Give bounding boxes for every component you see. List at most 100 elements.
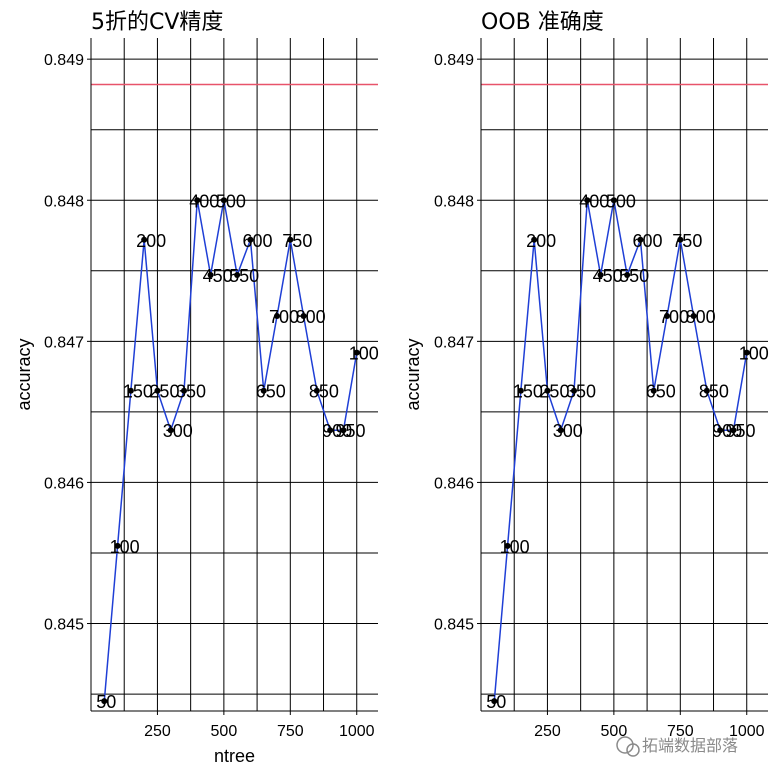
x-axis-label: ntree <box>214 746 255 766</box>
x-tick-label: 250 <box>534 723 561 740</box>
data-point <box>220 197 227 204</box>
y-tick-label: 0.845 <box>434 617 474 634</box>
data-label: 350 <box>176 382 206 402</box>
data-point <box>650 387 657 394</box>
data-point <box>260 387 267 394</box>
data-point <box>234 272 241 279</box>
data-label: 250 <box>149 382 179 402</box>
x-tick-label: 250 <box>144 723 171 740</box>
watermark-text: 拓端数据部落 <box>642 737 738 755</box>
data-point <box>624 272 631 279</box>
data-point <box>597 272 604 279</box>
x-tick-label: 750 <box>667 723 694 740</box>
data-label: 100 <box>739 344 769 364</box>
data-point <box>101 698 108 705</box>
oob-accuracy-panel: 50 100 150 200 250 300 350 400 450 500 550 600 650 70… <box>403 10 769 740</box>
y-tick-label: 0.849 <box>434 52 474 69</box>
data-label: 300 <box>163 421 193 441</box>
data-label: 750 <box>282 231 312 251</box>
data-point <box>703 387 710 394</box>
y-tick-label: 0.849 <box>44 52 84 69</box>
data-point <box>313 387 320 394</box>
wechat-icon <box>616 736 640 757</box>
data-point <box>517 387 524 394</box>
x-tick-label: 1000 <box>339 723 375 740</box>
x-tick-label: 1000 <box>729 723 765 740</box>
data-label: 500 <box>606 191 636 211</box>
data-label: 900 <box>712 421 742 441</box>
y-tick-label: 0.848 <box>434 193 474 210</box>
data-label: 850 <box>309 382 339 402</box>
x-tick-label: 750 <box>277 723 304 740</box>
data-point <box>181 387 188 394</box>
y-axis-label: accuracy <box>14 338 34 410</box>
data-point <box>154 387 161 394</box>
data-label: 100 <box>500 537 530 557</box>
data-point <box>743 349 750 356</box>
data-label: 400 <box>189 191 219 211</box>
data-point <box>504 542 511 549</box>
data-point <box>544 387 551 394</box>
data-label: 200 <box>136 231 166 251</box>
y-tick-label: 0.845 <box>44 617 84 634</box>
chart-title: OOB 准确度 <box>481 10 604 35</box>
data-label: 100 <box>110 537 140 557</box>
data-point <box>274 312 281 319</box>
data-point <box>247 236 254 243</box>
data-label: 400 <box>579 191 609 211</box>
data-point <box>730 427 737 434</box>
data-label: 550 <box>229 266 259 286</box>
data-label: 450 <box>203 266 233 286</box>
data-point <box>637 236 644 243</box>
x-tick-label: 500 <box>211 723 238 740</box>
data-label: 900 <box>322 421 352 441</box>
x-tick-label: 500 <box>601 723 628 740</box>
chart-title: 5折的CV精度 <box>91 10 223 35</box>
data-label: 650 <box>256 382 286 402</box>
data-point <box>207 272 214 279</box>
data-label: 500 <box>216 191 246 211</box>
cv-accuracy-panel: 50 100 150 200 250 300 350 400 450 500 550 600 650 70… <box>14 10 379 766</box>
data-point <box>114 542 121 549</box>
watermark: 拓端数据部落 <box>616 736 738 757</box>
data-label: 850 <box>699 382 729 402</box>
plot-area <box>91 38 378 711</box>
data-point <box>557 427 564 434</box>
data-label: 50 <box>96 692 116 712</box>
data-label: 950 <box>335 421 365 441</box>
data-point <box>690 312 697 319</box>
y-tick-label: 0.846 <box>44 475 84 492</box>
data-label: 100 <box>349 344 379 364</box>
data-label: 550 <box>619 266 649 286</box>
data-point <box>340 427 347 434</box>
data-label: 200 <box>526 231 556 251</box>
data-label: 800 <box>686 307 716 327</box>
data-point <box>664 312 671 319</box>
data-label: 250 <box>539 382 569 402</box>
data-point <box>491 698 498 705</box>
plot-area <box>481 38 768 711</box>
data-point <box>610 197 617 204</box>
data-point <box>194 197 201 204</box>
data-label: 800 <box>296 307 326 327</box>
data-point <box>571 387 578 394</box>
data-point <box>584 197 591 204</box>
data-label: 50 <box>486 692 506 712</box>
data-label: 600 <box>632 231 662 251</box>
data-label: 300 <box>553 421 583 441</box>
y-axis-label: accuracy <box>403 338 423 410</box>
data-label: 750 <box>672 231 702 251</box>
data-point <box>300 312 307 319</box>
data-point <box>327 427 334 434</box>
data-label: 600 <box>242 231 272 251</box>
series-line <box>103 200 358 702</box>
series-line <box>493 200 748 702</box>
data-label: 450 <box>593 266 623 286</box>
data-label: 700 <box>659 307 689 327</box>
data-point <box>531 236 538 243</box>
data-label: 950 <box>725 421 755 441</box>
data-point <box>167 427 174 434</box>
data-label: 150 <box>123 382 153 402</box>
data-point <box>677 236 684 243</box>
